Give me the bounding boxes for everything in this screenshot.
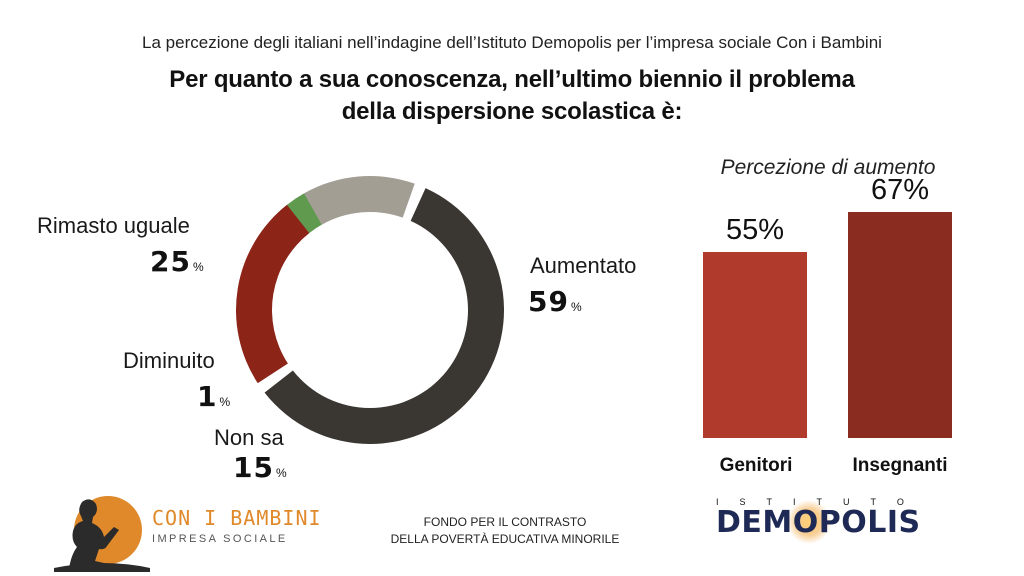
bar-value-insegnanti: 67% xyxy=(870,173,930,206)
value-aumentato: 59% xyxy=(528,285,582,318)
donut-chart xyxy=(236,176,505,444)
value-non-sa-number: 15 xyxy=(233,451,274,484)
bar-insegnanti xyxy=(848,211,952,438)
con-i-bambini-subtitle: IMPRESA SOCIALE xyxy=(152,533,288,545)
value-diminuito-unit: % xyxy=(219,395,231,409)
value-rimasto-uguale: 25% xyxy=(150,245,204,278)
fondo-line1: FONDO PER IL CONTRASTO xyxy=(423,515,587,529)
value-aumentato-unit: % xyxy=(570,300,582,314)
demopolis-logo-text: DEMOPOLIS xyxy=(716,505,921,540)
label-aumentato: Aumentato xyxy=(530,253,637,278)
bar-value-genitori: 55% xyxy=(725,214,785,247)
bar-chart-title: Percezione di aumento xyxy=(720,156,936,179)
donut-slice-aumentato xyxy=(264,188,505,444)
bar-genitori xyxy=(703,252,807,438)
donut-slice-non-sa xyxy=(304,176,415,225)
label-diminuito: Diminuito xyxy=(123,348,215,373)
istituto-label: ISTITUTO xyxy=(716,497,925,507)
value-non-sa-unit: % xyxy=(275,466,287,480)
label-non-sa: Non sa xyxy=(214,425,284,450)
con-i-bambini-logo-icon xyxy=(54,496,150,572)
chart-title-line2: della dispersione scolastica è: xyxy=(341,98,683,125)
donut-slice-rimasto-uguale xyxy=(236,204,310,384)
con-i-bambini-name: CON I BAMBINI xyxy=(152,506,322,530)
value-diminuito-number: 1 xyxy=(197,380,218,413)
demopolis-glow-icon xyxy=(787,500,831,544)
value-aumentato-number: 59 xyxy=(528,285,569,318)
fondo-line2: DELLA POVERTÀ EDUCATIVA MINORILE xyxy=(390,532,620,546)
label-rimasto-uguale: Rimasto uguale xyxy=(37,213,190,238)
fondo-text: FONDO PER IL CONTRASTO DELLA POVERTÀ EDU… xyxy=(340,514,670,548)
bar-label-insegnanti: Insegnanti xyxy=(852,455,948,476)
chart-title-line1: Per quanto a sua conoscenza, nell’ultimo… xyxy=(169,66,855,93)
value-rimasto-number: 25 xyxy=(150,245,191,278)
bar-label-genitori: Genitori xyxy=(719,455,793,476)
chart-supertitle: La percezione degli italiani nell’indagi… xyxy=(142,33,882,52)
chart-title: Per quanto a sua conoscenza, nell’ultimo… xyxy=(0,64,1024,128)
value-diminuito: 1% xyxy=(197,380,230,413)
value-rimasto-unit: % xyxy=(192,260,204,274)
donut-slice-diminuito xyxy=(286,193,323,234)
value-non-sa: 15% xyxy=(233,451,287,484)
